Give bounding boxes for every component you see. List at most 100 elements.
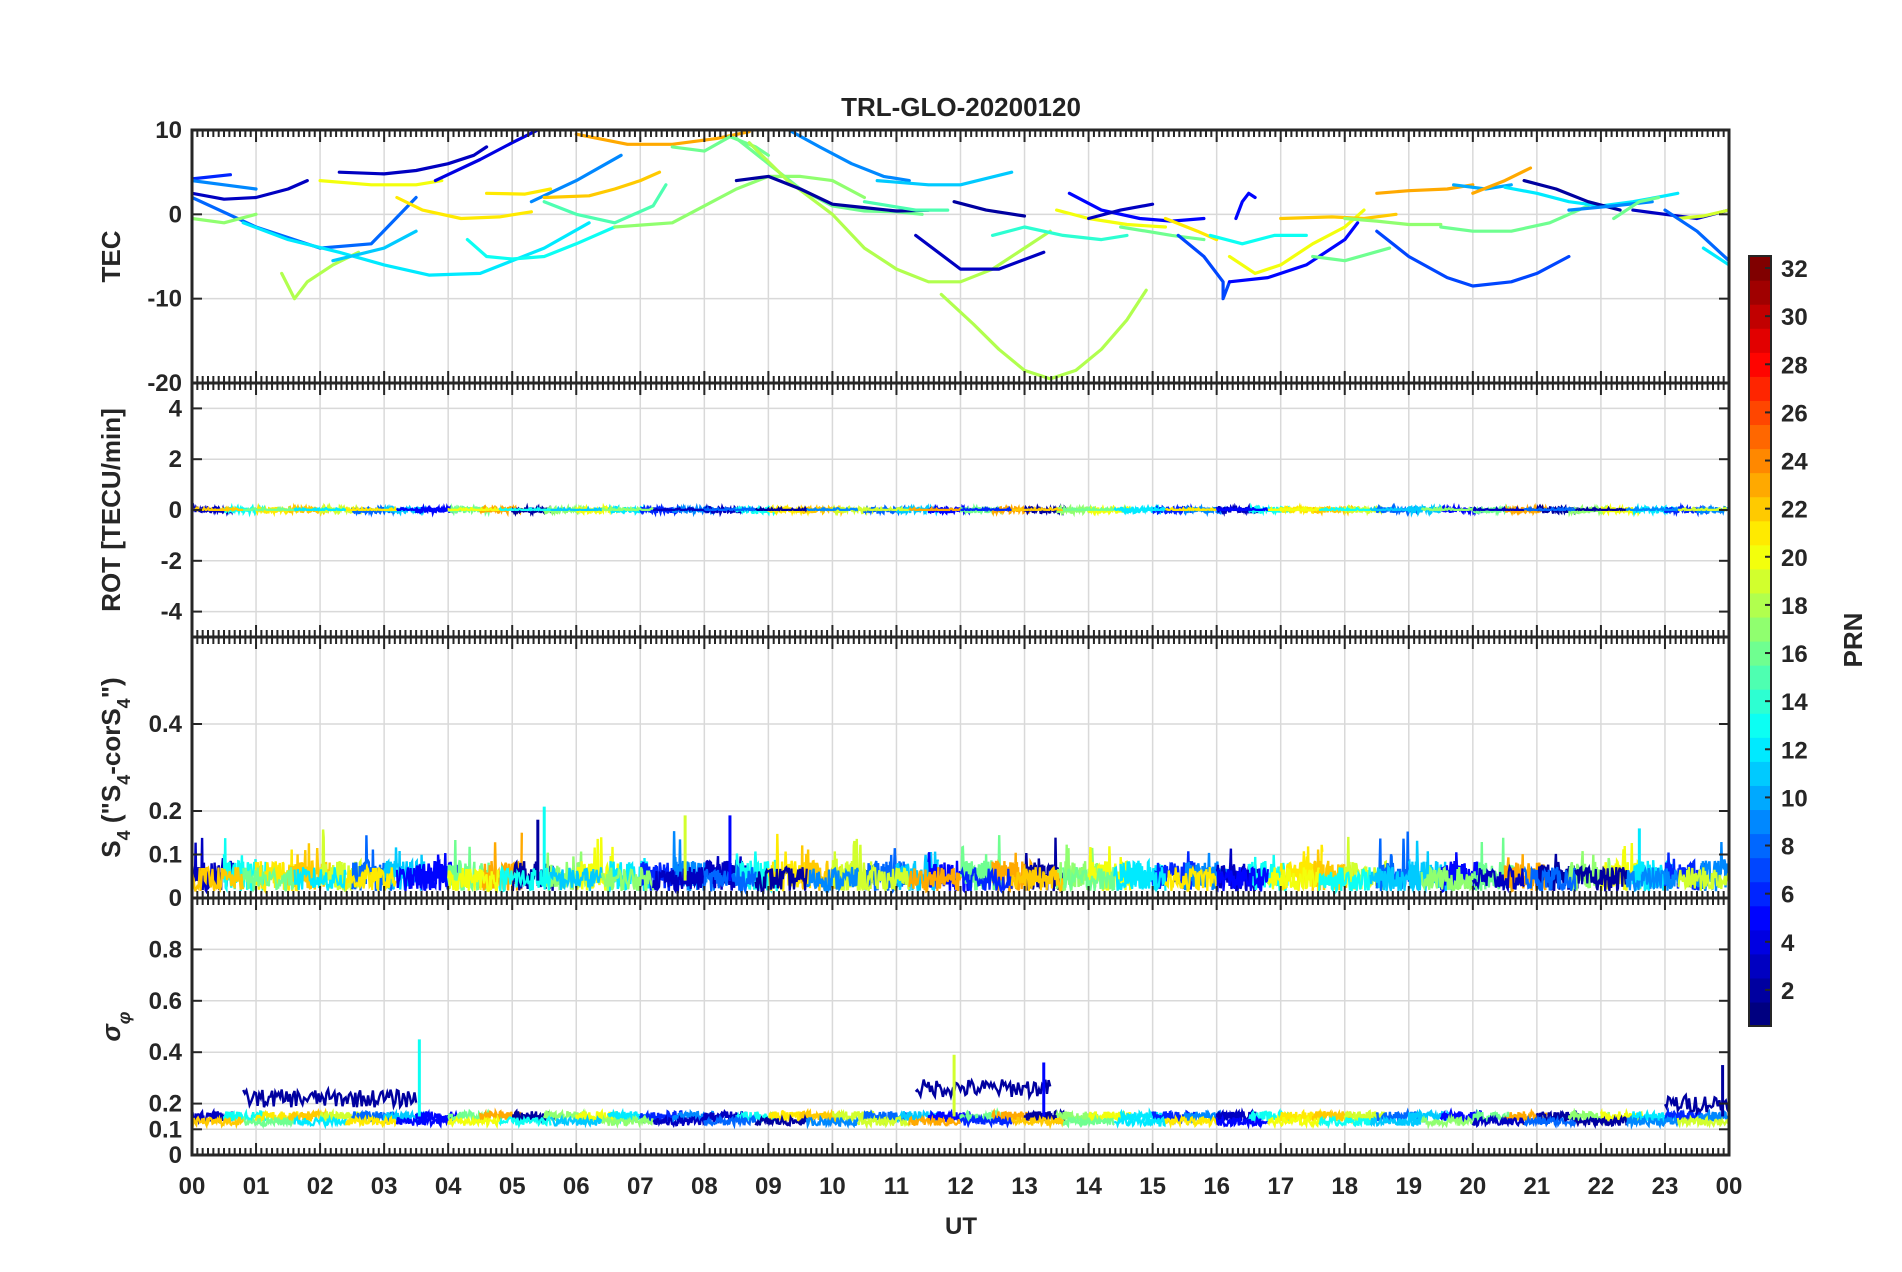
series-line-prn-22 — [542, 170, 662, 200]
trace-prn-13 — [498, 505, 552, 512]
trace-prn-21 — [344, 505, 398, 512]
x-tick-label: 07 — [627, 1173, 654, 1200]
y-tick-label: 2 — [169, 446, 182, 473]
trace-prn-6 — [959, 866, 1013, 894]
x-axis-label: UT — [945, 1213, 977, 1240]
trace-prn-5 — [1215, 1113, 1269, 1130]
trace-prn-20 — [1266, 1113, 1321, 1130]
x-tick-label: 02 — [307, 1173, 334, 1200]
trace-prn-21 — [344, 863, 398, 894]
trace-prn-13 — [1318, 1115, 1372, 1130]
trace-prn-22 — [1011, 506, 1063, 512]
x-tick-label: 17 — [1267, 1173, 1294, 1200]
trace-prn-3 — [1471, 1114, 1526, 1128]
trace-prn-12 — [1113, 505, 1166, 513]
trace-prn-5 — [1215, 866, 1269, 893]
trace-prn-19 — [1676, 1114, 1729, 1129]
series-line-prn-3 — [914, 233, 1046, 271]
series-line-prn-7 — [1176, 233, 1232, 301]
series-line-prn-21 — [395, 195, 533, 221]
y-tick-label: 0 — [169, 201, 182, 228]
series-group — [192, 1039, 1729, 1130]
colorbar-tick-label: 32 — [1781, 256, 1808, 283]
trace-prn-20 — [1266, 867, 1321, 892]
y-tick-label: 0.4 — [149, 711, 183, 738]
y-tick-label: 0 — [169, 885, 182, 912]
trace-prn-16 — [1471, 1108, 1516, 1126]
trace-prn-20 — [1267, 505, 1320, 513]
series-line-prn-7 — [1375, 229, 1571, 288]
trace-prn-19 — [1677, 866, 1729, 892]
series-line-prn-20 — [1055, 208, 1167, 229]
series-line-prn-18 — [280, 250, 361, 301]
elevated-trace-prn-2 — [242, 1085, 418, 1111]
x-tick-label: 14 — [1075, 1173, 1102, 1200]
series-line-prn-9 — [192, 179, 258, 191]
x-tick-label: 06 — [563, 1173, 590, 1200]
trace-prn-5 — [1215, 505, 1268, 512]
x-tick-label: 00 — [179, 1173, 206, 1200]
series-line-prn-17 — [192, 212, 258, 225]
chart-title: TRL-GLO-20200120 — [841, 92, 1081, 122]
trace-prn-16 — [243, 505, 295, 513]
trace-prn-2 — [754, 865, 808, 895]
trace-prn-12 — [293, 1114, 347, 1130]
series-group — [192, 130, 1729, 381]
trace-prn-8 — [1523, 865, 1577, 892]
trace-prn-23 — [908, 1114, 961, 1127]
trace-prn-5 — [414, 853, 459, 892]
series-line-prn-3 — [192, 179, 309, 201]
trace-prn-17 — [1420, 1113, 1474, 1130]
y-tick-label: 4 — [169, 395, 183, 422]
x-tick-label: 15 — [1139, 1173, 1166, 1200]
trace-prn-22 — [1010, 1114, 1065, 1130]
x-tick-label: 03 — [371, 1173, 398, 1200]
trace-prn-3 — [652, 1114, 706, 1128]
y-tick-label: -2 — [161, 548, 182, 575]
trace-prn-9 — [1696, 1108, 1729, 1122]
trace-prn-17 — [601, 1114, 655, 1129]
series-group — [192, 502, 1729, 518]
trace-prn-9 — [806, 506, 859, 512]
y-tick-label: 0.8 — [149, 936, 182, 963]
trace-prn-21 — [1164, 1114, 1218, 1129]
colorbar-label: PRN — [1838, 613, 1868, 668]
trace-prn-5 — [395, 505, 449, 513]
elevated-trace-prn-2 — [1663, 1092, 1729, 1117]
y-tick-label: 10 — [155, 117, 182, 144]
x-tick-label: 19 — [1395, 1173, 1422, 1200]
trace-prn-16 — [242, 866, 296, 893]
trace-prn-11 — [550, 505, 603, 512]
y-axis-label: ROT [TECU/min] — [96, 408, 126, 612]
x-tick-label: 11 — [884, 1173, 909, 1200]
trace-prn-8 — [703, 1113, 757, 1130]
y-axis-label: S4 ("S4-corS4") — [96, 677, 134, 857]
trace-prn-11 — [1369, 505, 1423, 512]
trace-prn-13 — [498, 864, 552, 893]
colorbar-tick-label: 10 — [1781, 785, 1808, 812]
trace-prn-9 — [805, 866, 860, 894]
trace-prn-22 — [192, 1114, 245, 1130]
series-line-prn-16 — [670, 135, 770, 157]
series-line-prn-16 — [1311, 246, 1392, 263]
series-line-prn-18 — [939, 288, 1148, 381]
y-tick-label: 0.1 — [149, 1116, 182, 1143]
series-line-prn-21 — [485, 187, 553, 196]
series-line-prn-16 — [1439, 204, 1590, 233]
trace-prn-21 — [1164, 506, 1218, 512]
series-line-prn-11 — [331, 229, 418, 263]
series-line-prn-11 — [875, 170, 1014, 187]
trace-prn-2 — [1574, 1114, 1628, 1129]
colorbar-tick-label: 16 — [1781, 641, 1808, 668]
colorbar-tick-label: 8 — [1781, 834, 1794, 861]
trace-prn-13 — [1319, 505, 1371, 512]
series-line-prn-5 — [1227, 221, 1360, 284]
trace-prn-9 — [805, 1114, 859, 1130]
trace-prn-17 — [1420, 865, 1474, 894]
colorbar-tick-label: 18 — [1781, 593, 1808, 620]
series-line-prn-20 — [1227, 208, 1366, 275]
trace-prn-19 — [856, 864, 911, 892]
